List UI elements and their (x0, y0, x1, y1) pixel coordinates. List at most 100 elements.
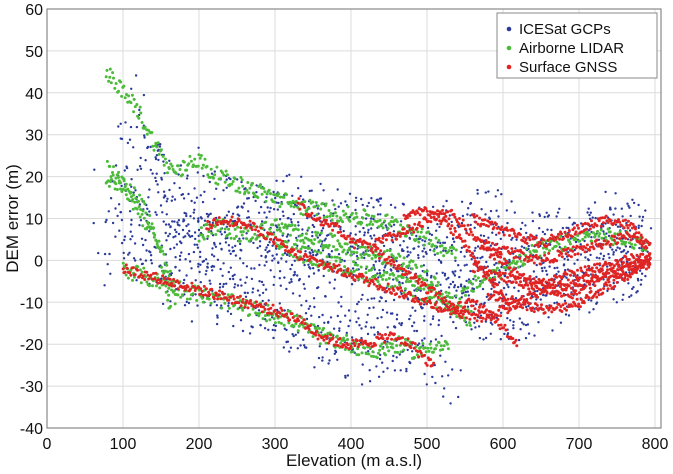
data-point (124, 193, 128, 197)
data-point (329, 316, 333, 319)
data-point (401, 232, 405, 235)
data-point (446, 347, 450, 351)
data-point (117, 89, 120, 93)
data-point (353, 263, 357, 267)
data-point (531, 255, 535, 259)
data-point (502, 296, 506, 300)
data-point (566, 258, 570, 261)
data-point (147, 284, 151, 288)
data-point (436, 280, 440, 284)
data-point (182, 160, 186, 164)
data-point (406, 297, 409, 300)
data-point (583, 265, 587, 269)
data-point (485, 295, 488, 299)
data-point (631, 222, 635, 226)
data-point (513, 286, 516, 289)
data-point (556, 266, 559, 269)
data-point (455, 315, 459, 319)
data-point (421, 239, 424, 242)
data-point (283, 309, 286, 312)
data-point (469, 223, 472, 227)
data-point (149, 254, 153, 257)
data-point (136, 212, 140, 216)
data-point (237, 301, 241, 305)
data-point (176, 293, 180, 297)
data-point (202, 284, 206, 288)
data-point (587, 223, 591, 227)
data-point (514, 247, 517, 250)
data-point (499, 252, 503, 256)
data-point (157, 278, 161, 282)
data-point (218, 289, 222, 293)
data-point (193, 157, 197, 161)
data-point (140, 270, 144, 274)
data-point (400, 323, 403, 327)
data-point (373, 234, 376, 237)
x-tick-label: 0 (43, 436, 52, 453)
data-point (304, 250, 307, 253)
data-point (141, 262, 144, 265)
data-point (449, 282, 452, 286)
data-point (135, 125, 139, 129)
data-point (251, 287, 255, 290)
data-point (341, 209, 345, 213)
legend-label: Surface GNSS (519, 59, 617, 76)
data-point (173, 182, 176, 185)
data-point (462, 224, 466, 228)
data-point (371, 223, 375, 226)
data-point (260, 192, 264, 196)
data-point (469, 202, 472, 205)
data-point (332, 263, 336, 266)
data-point (396, 274, 400, 278)
data-point (609, 274, 613, 278)
data-point (123, 185, 127, 189)
data-point (238, 294, 242, 298)
data-point (620, 207, 623, 210)
data-point (291, 292, 295, 295)
data-point (363, 231, 366, 234)
data-point (539, 288, 543, 292)
data-point (351, 245, 354, 248)
data-point (380, 342, 384, 346)
data-point (484, 320, 488, 323)
data-point (203, 219, 207, 222)
data-point (440, 261, 443, 264)
data-point (173, 284, 177, 288)
data-point (209, 282, 212, 285)
data-point (193, 201, 196, 204)
data-point (492, 293, 496, 297)
data-point (559, 305, 563, 308)
data-point (623, 276, 627, 280)
data-point (295, 314, 299, 318)
data-point (350, 336, 354, 339)
data-point (392, 266, 395, 269)
data-point (638, 269, 642, 272)
data-point (135, 103, 139, 106)
data-point (253, 232, 257, 236)
data-point (296, 329, 300, 333)
data-point (630, 272, 634, 276)
data-point (289, 204, 293, 208)
y-tick-label: -30 (20, 379, 43, 396)
data-point (145, 270, 149, 274)
data-point (337, 263, 341, 267)
data-point (112, 76, 115, 80)
data-point (539, 306, 543, 310)
data-point (459, 237, 463, 241)
data-point (481, 245, 485, 249)
data-point (346, 338, 349, 341)
data-point (280, 257, 283, 260)
data-point (120, 241, 124, 245)
data-point (230, 301, 234, 305)
data-point (114, 82, 118, 85)
data-point (350, 250, 353, 254)
data-point (366, 279, 369, 283)
data-point (173, 198, 177, 201)
data-point (454, 270, 457, 273)
data-point (317, 268, 320, 272)
data-point (322, 326, 326, 330)
data-point (370, 326, 373, 329)
data-point (447, 291, 451, 295)
data-point (236, 284, 240, 287)
data-point (275, 308, 279, 312)
